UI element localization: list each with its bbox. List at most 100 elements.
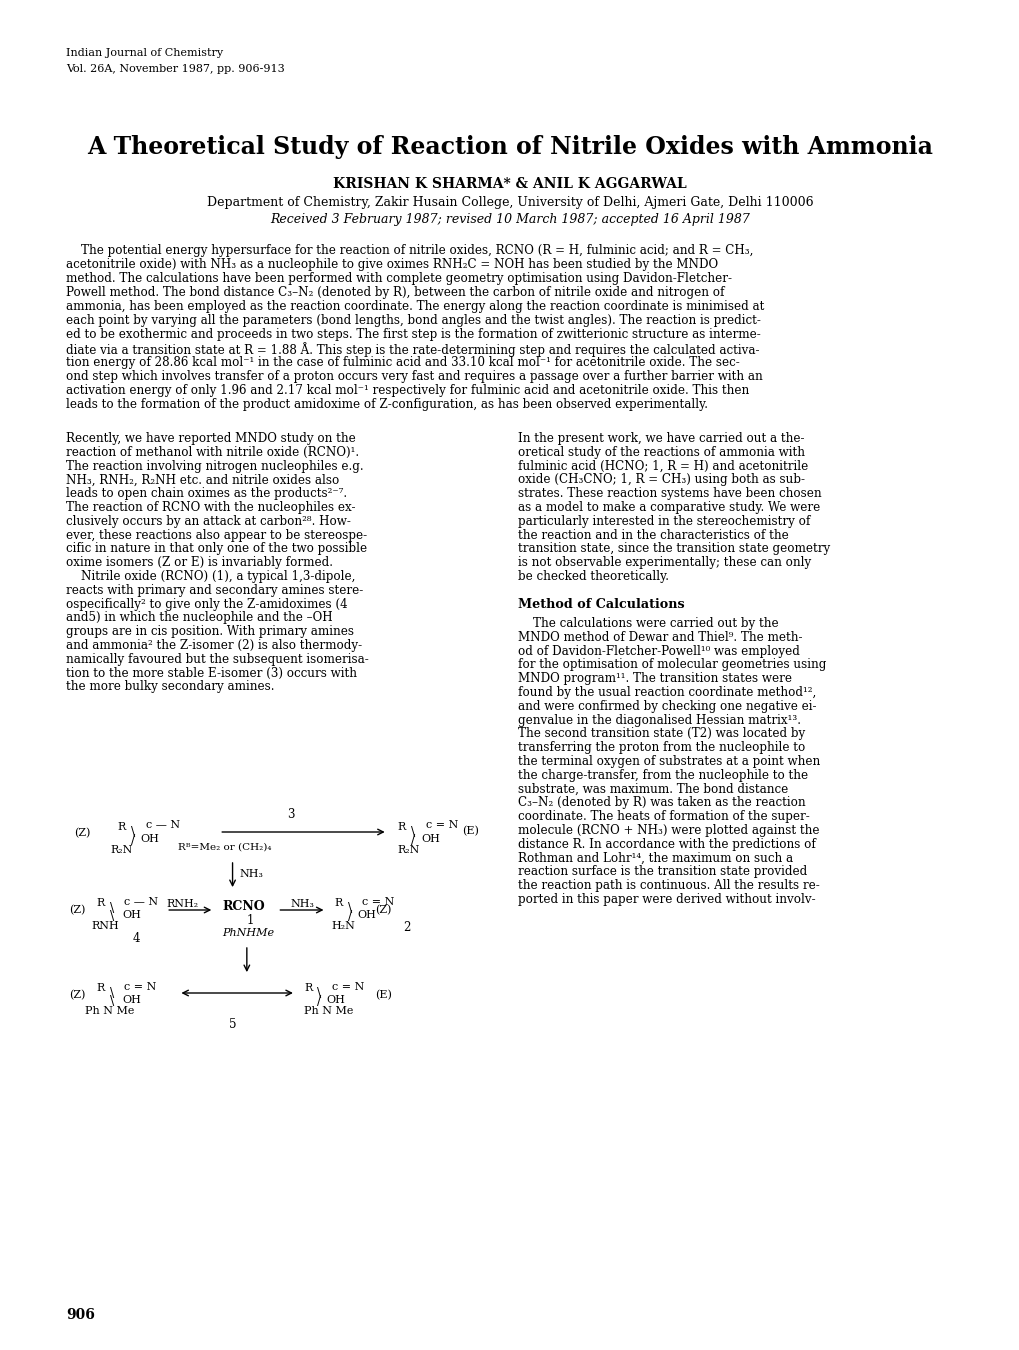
Text: ond step which involves transfer of a proton occurs very fast and requires a pas: ond step which involves transfer of a pr… bbox=[66, 370, 762, 383]
Text: for the optimisation of molecular geometries using: for the optimisation of molecular geomet… bbox=[518, 659, 825, 671]
Text: Received 3 February 1987; revised 10 March 1987; accepted 16 April 1987: Received 3 February 1987; revised 10 Mar… bbox=[270, 213, 749, 225]
Text: c = N: c = N bbox=[331, 981, 364, 992]
Text: OH: OH bbox=[122, 995, 142, 1004]
Text: acetonitrile oxide) with NH₃ as a nucleophile to give oximes RNH₂C = NOH has bee: acetonitrile oxide) with NH₃ as a nucleo… bbox=[66, 258, 717, 271]
Text: R: R bbox=[397, 822, 406, 832]
Text: cific in nature in that only one of the two possible: cific in nature in that only one of the … bbox=[66, 543, 367, 555]
Text: reaction of methanol with nitrile oxide (RCNO)¹.: reaction of methanol with nitrile oxide … bbox=[66, 446, 359, 459]
Text: particularly interested in the stereochemistry of: particularly interested in the stereoche… bbox=[518, 514, 810, 528]
Text: /: / bbox=[130, 834, 135, 846]
Text: Indian Journal of Chemistry: Indian Journal of Chemistry bbox=[66, 49, 223, 58]
Text: RNH: RNH bbox=[92, 921, 119, 931]
Text: MNDO program¹¹. The transition states were: MNDO program¹¹. The transition states we… bbox=[518, 672, 792, 684]
Text: Department of Chemistry, Zakir Husain College, University of Delhi, Ajmeri Gate,: Department of Chemistry, Zakir Husain Co… bbox=[207, 196, 812, 209]
Text: C₃–N₂ (denoted by R) was taken as the reaction: C₃–N₂ (denoted by R) was taken as the re… bbox=[518, 796, 805, 809]
Text: \: \ bbox=[110, 987, 114, 1000]
Text: reaction surface is the transition state provided: reaction surface is the transition state… bbox=[518, 865, 807, 879]
Text: The calculations were carried out by the: The calculations were carried out by the bbox=[518, 617, 779, 630]
Text: H₂N: H₂N bbox=[331, 921, 355, 931]
Text: ed to be exothermic and proceeds in two steps. The first step is the formation o: ed to be exothermic and proceeds in two … bbox=[66, 328, 760, 342]
Text: oxide (CH₃CNO; 1, R = CH₃) using both as sub-: oxide (CH₃CNO; 1, R = CH₃) using both as… bbox=[518, 474, 804, 486]
Text: distance R. In accordance with the predictions of: distance R. In accordance with the predi… bbox=[518, 838, 815, 850]
Text: transition state, since the transition state geometry: transition state, since the transition s… bbox=[518, 543, 829, 555]
Text: RNH₂: RNH₂ bbox=[166, 899, 198, 909]
Text: \: \ bbox=[110, 902, 114, 915]
Text: and were confirmed by checking one negative ei-: and were confirmed by checking one negat… bbox=[518, 699, 816, 713]
Text: OH: OH bbox=[326, 995, 345, 1004]
Text: 906: 906 bbox=[66, 1308, 95, 1322]
Text: (E): (E) bbox=[375, 990, 392, 1000]
Text: molecule (RCNO + NH₃) were plotted against the: molecule (RCNO + NH₃) were plotted again… bbox=[518, 824, 819, 837]
Text: RCNO: RCNO bbox=[222, 900, 265, 913]
Text: (E): (E) bbox=[462, 826, 479, 836]
Text: the charge-transfer, from the nucleophile to the: the charge-transfer, from the nucleophil… bbox=[518, 768, 807, 782]
Text: the reaction and in the characteristics of the: the reaction and in the characteristics … bbox=[518, 529, 788, 541]
Text: leads to open chain oximes as the products²⁻⁷.: leads to open chain oximes as the produc… bbox=[66, 487, 347, 501]
Text: coordinate. The heats of formation of the super-: coordinate. The heats of formation of th… bbox=[518, 810, 809, 824]
Text: c — N: c — N bbox=[146, 819, 179, 830]
Text: The second transition state (T2) was located by: The second transition state (T2) was loc… bbox=[518, 728, 805, 740]
Text: method. The calculations have been performed with complete geometry optimisation: method. The calculations have been perfo… bbox=[66, 271, 732, 285]
Text: /: / bbox=[317, 995, 321, 1008]
Text: reacts with primary and secondary amines stere-: reacts with primary and secondary amines… bbox=[66, 583, 363, 597]
Text: 1: 1 bbox=[247, 914, 254, 927]
Text: (Z): (Z) bbox=[69, 990, 86, 1000]
Text: 3: 3 bbox=[286, 809, 294, 821]
Text: OH: OH bbox=[141, 834, 160, 844]
Text: In the present work, we have carried out a the-: In the present work, we have carried out… bbox=[518, 432, 804, 446]
Text: A Theoretical Study of Reaction of Nitrile Oxides with Ammonia: A Theoretical Study of Reaction of Nitri… bbox=[87, 135, 932, 159]
Text: and ammonia² the Z-isomer (2) is also thermody-: and ammonia² the Z-isomer (2) is also th… bbox=[66, 639, 362, 652]
Text: and5) in which the nucleophile and the –OH: and5) in which the nucleophile and the –… bbox=[66, 612, 332, 625]
Text: be checked theoretically.: be checked theoretically. bbox=[518, 570, 668, 583]
Text: genvalue in the diagonalised Hessian matrix¹³.: genvalue in the diagonalised Hessian mat… bbox=[518, 714, 800, 726]
Text: ospecifically² to give only the Z-amidoximes (4: ospecifically² to give only the Z-amidox… bbox=[66, 598, 347, 610]
Text: c = N: c = N bbox=[124, 981, 157, 992]
Text: clusively occurs by an attack at carbon²⁸. How-: clusively occurs by an attack at carbon²… bbox=[66, 514, 351, 528]
Text: Rothman and Lohr¹⁴, the maximum on such a: Rothman and Lohr¹⁴, the maximum on such … bbox=[518, 852, 793, 864]
Text: KRISHAN K SHARMA* & ANIL K AGGARWAL: KRISHAN K SHARMA* & ANIL K AGGARWAL bbox=[333, 177, 686, 190]
Text: NH₃, RNH₂, R₂NH etc. and nitrile oxides also: NH₃, RNH₂, R₂NH etc. and nitrile oxides … bbox=[66, 474, 339, 486]
Text: Nitrile oxide (RCNO) (1), a typical 1,3-dipole,: Nitrile oxide (RCNO) (1), a typical 1,3-… bbox=[66, 570, 356, 583]
Text: ported in this paper were derived without involv-: ported in this paper were derived withou… bbox=[518, 892, 815, 906]
Text: tion to the more stable E-isomer (3) occurs with: tion to the more stable E-isomer (3) occ… bbox=[66, 667, 357, 679]
Text: is not observable experimentally; these can only: is not observable experimentally; these … bbox=[518, 556, 811, 570]
Text: od of Davidon-Fletcher-Powell¹⁰ was employed: od of Davidon-Fletcher-Powell¹⁰ was empl… bbox=[518, 644, 799, 657]
Text: Ph N Me: Ph N Me bbox=[85, 1006, 133, 1017]
Text: (Z): (Z) bbox=[74, 828, 91, 838]
Text: R: R bbox=[97, 898, 105, 909]
Text: each point by varying all the parameters (bond lengths, bond angles and the twis: each point by varying all the parameters… bbox=[66, 315, 760, 327]
Text: oxime isomers (Z or E) is invariably formed.: oxime isomers (Z or E) is invariably for… bbox=[66, 556, 333, 570]
Text: Rᴮ=Me₂ or (CH₂)₄: Rᴮ=Me₂ or (CH₂)₄ bbox=[178, 842, 272, 852]
Text: \: \ bbox=[411, 826, 415, 838]
Text: R: R bbox=[334, 898, 342, 909]
Text: PhNHMe: PhNHMe bbox=[222, 927, 274, 938]
Text: fulminic acid (HCNO; 1, R = H) and acetonitrile: fulminic acid (HCNO; 1, R = H) and aceto… bbox=[518, 459, 808, 472]
Text: The potential energy hypersurface for the reaction of nitrile oxides, RCNO (R = : The potential energy hypersurface for th… bbox=[66, 244, 753, 256]
Text: (Z): (Z) bbox=[375, 904, 391, 915]
Text: substrate, was maximum. The bond distance: substrate, was maximum. The bond distanc… bbox=[518, 783, 788, 795]
Text: \: \ bbox=[110, 995, 114, 1008]
Text: groups are in cis position. With primary amines: groups are in cis position. With primary… bbox=[66, 625, 354, 639]
Text: MNDO method of Dewar and Thiel⁹. The meth-: MNDO method of Dewar and Thiel⁹. The met… bbox=[518, 630, 802, 644]
Text: /: / bbox=[411, 834, 415, 846]
Text: R: R bbox=[117, 822, 125, 832]
Text: R₂N: R₂N bbox=[110, 845, 132, 855]
Text: (Z): (Z) bbox=[69, 904, 86, 915]
Text: R: R bbox=[97, 983, 105, 994]
Text: Ph N Me: Ph N Me bbox=[304, 1006, 353, 1017]
Text: OH: OH bbox=[357, 910, 376, 919]
Text: oretical study of the reactions of ammonia with: oretical study of the reactions of ammon… bbox=[518, 446, 804, 459]
Text: the terminal oxygen of substrates at a point when: the terminal oxygen of substrates at a p… bbox=[518, 755, 819, 768]
Text: c = N: c = N bbox=[426, 819, 459, 830]
Text: the more bulky secondary amines.: the more bulky secondary amines. bbox=[66, 680, 274, 694]
Text: activation energy of only 1.96 and 2.17 kcal mol⁻¹ respectively for fulminic aci: activation energy of only 1.96 and 2.17 … bbox=[66, 383, 749, 397]
Text: \: \ bbox=[110, 910, 114, 923]
Text: as a model to make a comparative study. We were: as a model to make a comparative study. … bbox=[518, 501, 819, 514]
Text: The reaction involving nitrogen nucleophiles e.g.: The reaction involving nitrogen nucleoph… bbox=[66, 459, 364, 472]
Text: Vol. 26A, November 1987, pp. 906-913: Vol. 26A, November 1987, pp. 906-913 bbox=[66, 63, 284, 74]
Text: The reaction of RCNO with the nucleophiles ex-: The reaction of RCNO with the nucleophil… bbox=[66, 501, 356, 514]
Text: \: \ bbox=[130, 826, 135, 838]
Text: \: \ bbox=[347, 902, 352, 915]
Text: \: \ bbox=[317, 987, 321, 1000]
Text: Recently, we have reported MNDO study on the: Recently, we have reported MNDO study on… bbox=[66, 432, 356, 446]
